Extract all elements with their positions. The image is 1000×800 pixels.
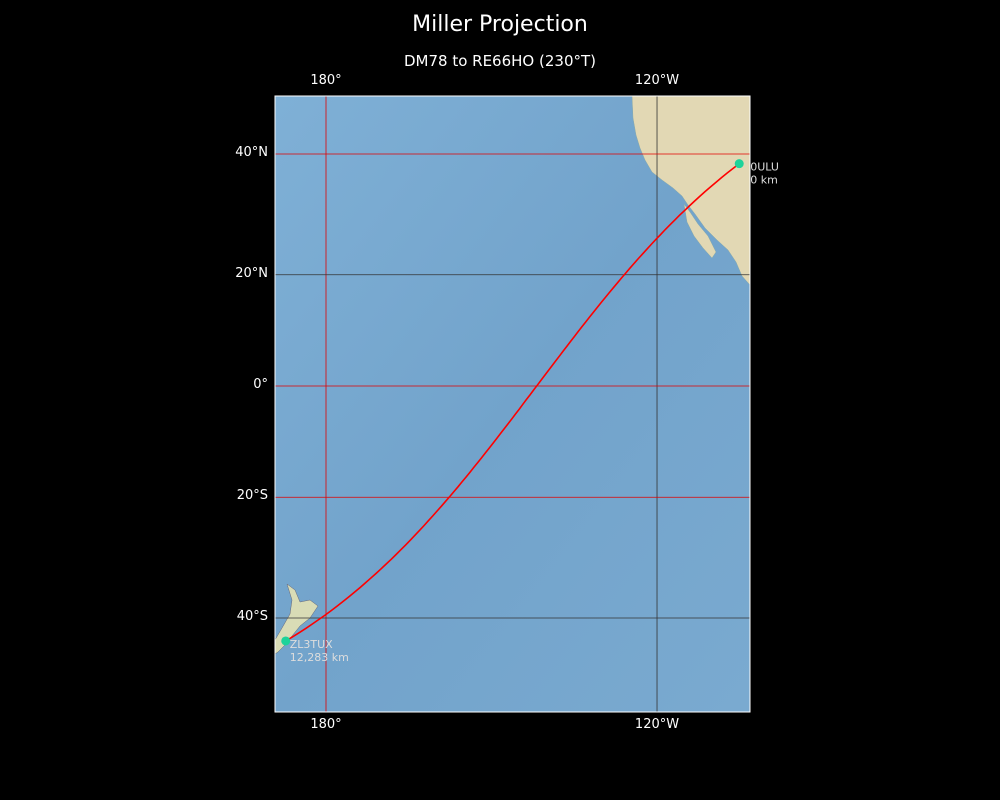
lat-tick-label: 40°N: [235, 145, 268, 161]
lon-tick-label-top: 180°: [310, 73, 342, 88]
map-frame: [274, 95, 751, 713]
lon-tick-label-bottom: 120°W: [634, 717, 680, 732]
land-baja: [683, 203, 717, 259]
lon-tick-label-bottom: 180°: [310, 717, 342, 732]
map-subtitle: DM78 to RE66HO (230°T): [403, 52, 596, 70]
ocean: [275, 96, 750, 712]
lat-tick-label: 20°N: [235, 265, 268, 281]
land-north-america: [631, 96, 750, 286]
map-title: Miller Projection: [412, 12, 588, 37]
lat-tick-label: 20°S: [236, 488, 268, 504]
lat-tick-label: 40°S: [236, 608, 268, 624]
lon-tick-label-top: 120°W: [634, 73, 680, 88]
station-label: 0ULU: [750, 161, 779, 174]
station-marker[interactable]: [734, 159, 744, 169]
station-marker[interactable]: [281, 636, 291, 646]
station-sublabel: 12,283 km: [290, 651, 349, 664]
station-label: ZL3TUX: [290, 638, 333, 651]
station-sublabel: 0 km: [750, 174, 778, 187]
lat-tick-label: 0°: [253, 377, 268, 392]
route-line: [285, 163, 740, 642]
